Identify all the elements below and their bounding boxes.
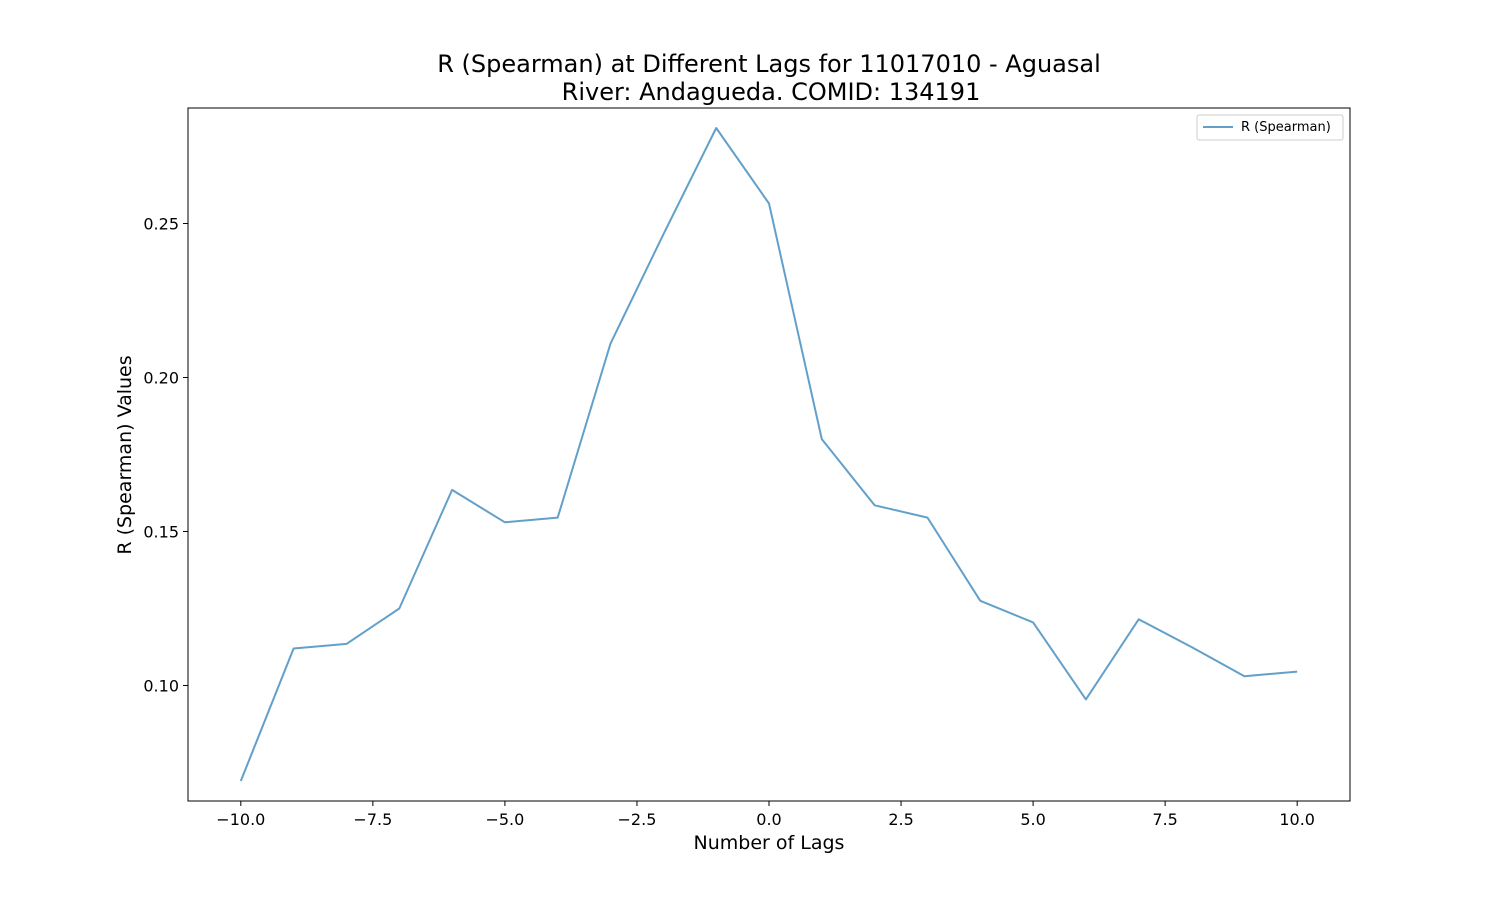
x-tick-label: 10.0	[1279, 810, 1315, 829]
data-point	[293, 648, 295, 650]
x-tick-label: −5.0	[485, 810, 524, 829]
x-axis-label: Number of Lags	[694, 832, 845, 854]
y-tick-label: 0.10	[143, 677, 179, 696]
data-point	[1138, 618, 1140, 620]
data-point	[715, 127, 717, 129]
data-point	[610, 343, 612, 345]
y-tick-label: 0.25	[143, 215, 179, 234]
series-layer	[239, 127, 1298, 782]
data-point	[768, 202, 770, 204]
legend-entry-label: R (Spearman)	[1241, 120, 1331, 135]
x-tick-label: 5.0	[1020, 810, 1045, 829]
x-tick-label: 2.5	[888, 810, 913, 829]
data-point	[926, 517, 928, 519]
data-point	[662, 233, 664, 235]
data-point	[345, 643, 347, 645]
series-line	[239, 127, 1298, 782]
data-point	[504, 521, 506, 523]
data-point	[398, 608, 400, 610]
data-point	[240, 780, 242, 782]
data-point	[874, 504, 876, 506]
x-tick-label: 0.0	[756, 810, 781, 829]
data-point	[821, 438, 823, 440]
legend: R (Spearman)	[1196, 114, 1344, 141]
data-point	[1191, 646, 1193, 648]
plot-area	[187, 107, 1351, 802]
data-point	[979, 600, 981, 602]
data-point	[1032, 621, 1034, 623]
data-point	[1296, 671, 1298, 673]
y-tick-label: 0.20	[143, 369, 179, 388]
data-point	[451, 489, 453, 491]
y-tick-label: 0.15	[143, 523, 179, 542]
y-axis: 0.10 0.15 0.20 0.25	[143, 215, 188, 696]
x-tick-label: −2.5	[618, 810, 657, 829]
data-point	[1085, 698, 1087, 700]
x-tick-label: −7.5	[353, 810, 392, 829]
x-tick-label: 7.5	[1152, 810, 1177, 829]
x-axis: −10.0 −7.5 −5.0 −2.5 0.0 2.5 5.0 7.5 10.0	[216, 801, 1315, 829]
legend-box	[1196, 114, 1344, 141]
data-point	[557, 517, 559, 519]
data-point	[1243, 675, 1245, 677]
x-tick-label: −10.0	[216, 810, 265, 829]
chart-title: R (Spearman) at Different Lags for 11017…	[437, 50, 1101, 78]
y-axis-label: R (Spearman) Values	[114, 355, 136, 554]
chart-subtitle: River: Andagueda. COMID: 134191	[562, 78, 981, 106]
